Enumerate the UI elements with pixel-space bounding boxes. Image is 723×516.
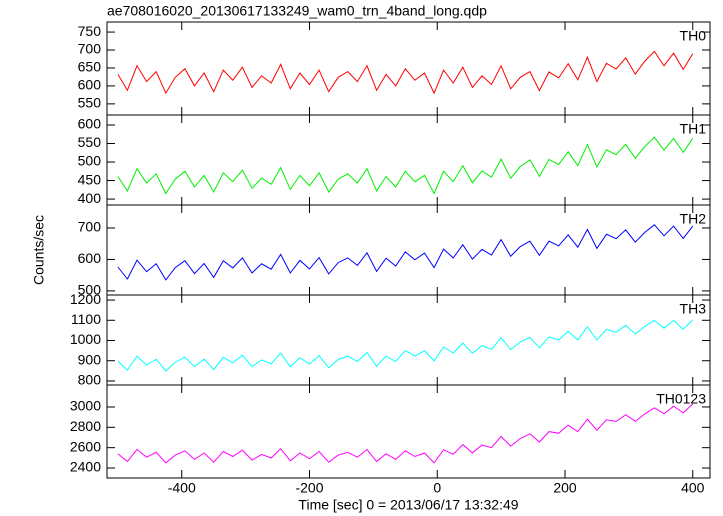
x-axis-label: Time [sec] 0 = 2013/06/17 13:32:49 — [298, 497, 518, 513]
panel-frame — [106, 204, 711, 296]
y-tick-label: 1100 — [71, 311, 101, 327]
y-tick-label: 550 — [78, 95, 102, 111]
x-tick-label: -400 — [168, 480, 196, 496]
series-line — [117, 136, 694, 195]
x-tick-label: 400 — [681, 480, 705, 496]
y-tick-label: 2400 — [70, 459, 101, 475]
series-label: TH3 — [680, 301, 707, 317]
y-tick-label: 900 — [78, 351, 102, 367]
y-tick-label: 1200 — [70, 291, 101, 307]
y-tick-label: 400 — [78, 190, 102, 206]
y-tick-label: 750 — [78, 23, 102, 39]
y-tick-label: 800 — [78, 372, 102, 388]
x-tick-label: 200 — [553, 480, 577, 496]
series-label: TH0123 — [656, 391, 706, 407]
y-tick-label: 500 — [78, 153, 102, 169]
panel-frame — [106, 21, 711, 116]
y-tick-label: 650 — [78, 59, 102, 75]
y-tick-label: 600 — [78, 250, 102, 266]
panel-frame — [106, 294, 711, 386]
y-tick-label: 700 — [78, 219, 102, 235]
series-label: TH0 — [680, 28, 707, 44]
series-line — [117, 50, 694, 95]
y-tick-label: 550 — [78, 134, 102, 150]
series-line — [117, 319, 694, 372]
series-line — [117, 403, 694, 464]
y-tick-label: 1000 — [70, 331, 101, 347]
series-line — [117, 224, 694, 281]
y-tick-label: 450 — [78, 171, 102, 187]
y-tick-label: 2600 — [70, 438, 101, 454]
y-tick-label: 700 — [78, 41, 102, 57]
y-tick-label: 500 — [78, 282, 102, 298]
chart-title: ae708016020_20130617133249_wam0_trn_4ban… — [107, 3, 487, 19]
series-label: TH2 — [680, 211, 707, 227]
series-label: TH1 — [680, 121, 707, 137]
panel-frame — [106, 114, 711, 206]
x-tick-label: 0 — [433, 480, 441, 496]
y-axis-label: Counts/sec — [31, 215, 47, 285]
y-tick-label: 3000 — [70, 398, 101, 414]
y-tick-label: 600 — [78, 116, 102, 132]
panel-frame — [106, 384, 711, 479]
y-tick-label: 600 — [78, 77, 102, 93]
x-tick-label: -200 — [295, 480, 323, 496]
y-tick-label: 2800 — [70, 418, 101, 434]
